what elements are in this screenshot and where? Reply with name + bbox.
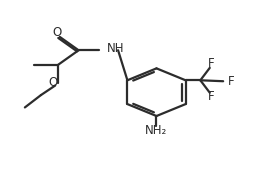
Text: NH₂: NH₂	[145, 124, 168, 137]
Text: F: F	[208, 90, 214, 103]
Text: F: F	[228, 75, 235, 88]
Text: O: O	[48, 76, 57, 89]
Text: O: O	[52, 26, 61, 39]
Text: F: F	[208, 57, 214, 70]
Text: NH: NH	[107, 42, 124, 55]
